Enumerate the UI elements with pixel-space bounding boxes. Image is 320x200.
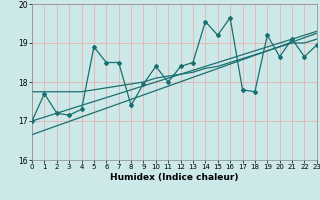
X-axis label: Humidex (Indice chaleur): Humidex (Indice chaleur) xyxy=(110,173,239,182)
